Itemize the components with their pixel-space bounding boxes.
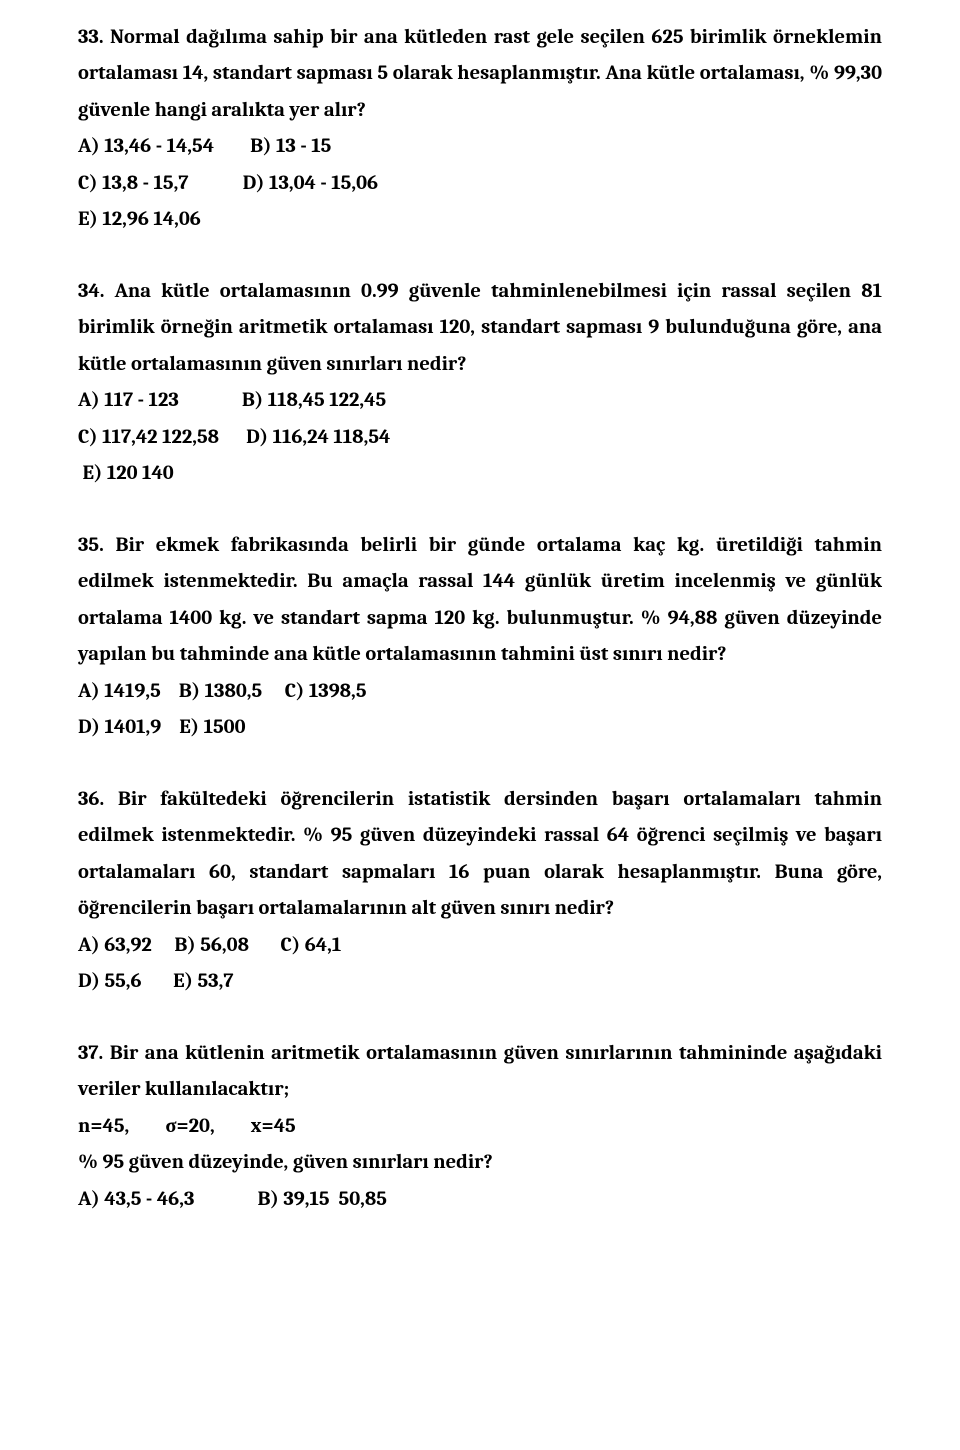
question-35-text: 35. Bir ekmek fabrikasında belirli bir g…	[78, 528, 882, 674]
question-34-answer-e: E) 120 140	[78, 456, 882, 492]
question-33-answer-e: E) 12,96 14,06	[78, 202, 882, 238]
question-34-answer-cd: C) 117,42 122,58 D) 116,24 118,54	[78, 420, 882, 456]
question-36: 36. Bir fakültedeki öğrencilerin istatis…	[78, 782, 882, 1001]
question-36-text: 36. Bir fakültedeki öğrencilerin istatis…	[78, 782, 882, 928]
question-36-answer-de: D) 55,6 E) 53,7	[78, 964, 882, 1000]
question-35-answer-de: D) 1401,9 E) 1500	[78, 710, 882, 746]
question-37-prompt: % 95 güven düzeyinde, güven sınırları ne…	[78, 1145, 882, 1181]
question-34-answer-ab: A) 117 - 123 B) 118,45 122,45	[78, 383, 882, 419]
question-35-answer-abc: A) 1419,5 B) 1380,5 C) 1398,5	[78, 674, 882, 710]
question-33: 33. Normal dağılıma sahip bir ana kütled…	[78, 20, 882, 239]
question-34-text: 34. Ana kütle ortalamasının 0.99 güvenle…	[78, 274, 882, 383]
question-37-data: n=45, σ=20, x=45	[78, 1109, 882, 1145]
question-36-answer-abc: A) 63,92 B) 56,08 C) 64,1	[78, 928, 882, 964]
question-37-text: 37. Bir ana kütlenin aritmetik ortalamas…	[78, 1036, 882, 1109]
question-37-answer-ab: A) 43,5 - 46,3 B) 39,15 50,85	[78, 1182, 882, 1218]
question-33-answer-cd: C) 13,8 - 15,7 D) 13,04 - 15,06	[78, 166, 882, 202]
question-37: 37. Bir ana kütlenin aritmetik ortalamas…	[78, 1036, 882, 1218]
question-35: 35. Bir ekmek fabrikasında belirli bir g…	[78, 528, 882, 747]
question-33-answer-ab: A) 13,46 - 14,54 B) 13 - 15	[78, 129, 882, 165]
question-34: 34. Ana kütle ortalamasının 0.99 güvenle…	[78, 274, 882, 493]
question-33-text: 33. Normal dağılıma sahip bir ana kütled…	[78, 20, 882, 129]
exam-page: 33. Normal dağılıma sahip bir ana kütled…	[0, 0, 960, 1450]
